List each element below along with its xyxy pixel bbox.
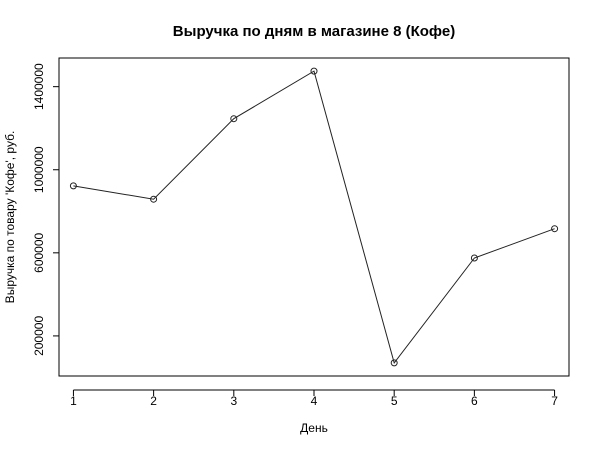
- x-tick-label: 4: [311, 394, 318, 408]
- x-axis-label: День: [300, 421, 328, 435]
- y-axis-label: Выручка по товару 'Кофе', руб.: [3, 131, 17, 304]
- x-tick-label: 7: [551, 394, 558, 408]
- x-tick-label: 1: [70, 394, 77, 408]
- x-axis: 1 2 3 4 5 6 7: [70, 389, 558, 408]
- data-point: [150, 195, 158, 203]
- data-point: [230, 115, 238, 123]
- series-line: [73, 70, 555, 365]
- data-point: [69, 182, 77, 190]
- x-tick-label: 3: [230, 394, 237, 408]
- data-point: [310, 67, 318, 75]
- chart-title: Выручка по дням в магазине 8 (Кофе): [173, 23, 455, 40]
- plot-frame: [58, 57, 570, 377]
- y-tick-label: 1400000: [32, 63, 46, 110]
- data-point: [470, 254, 478, 262]
- data-point: [551, 225, 559, 233]
- data-point: [390, 359, 398, 367]
- y-tick-label: 1000000: [32, 146, 46, 193]
- y-tick-label: 200000: [32, 316, 46, 356]
- y-tick-label: 600000: [32, 232, 46, 272]
- y-axis: 200000 600000 1000000 1400000: [32, 63, 60, 356]
- x-tick-label: 5: [391, 394, 398, 408]
- x-tick-label: 6: [471, 394, 478, 408]
- series-revenue: [69, 67, 559, 367]
- x-tick-label: 2: [150, 394, 157, 408]
